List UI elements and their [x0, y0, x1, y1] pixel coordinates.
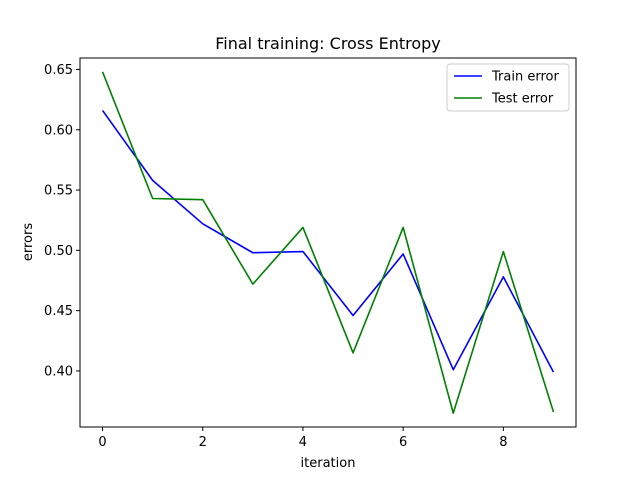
x-tick-label: 6 — [399, 435, 407, 450]
legend-label-0: Train error — [491, 70, 559, 85]
y-tick-label: 0.50 — [44, 244, 73, 259]
x-tick-label: 0 — [98, 435, 106, 450]
series-layer — [101, 71, 555, 414]
y-tick-label: 0.65 — [44, 63, 73, 78]
x-tick-label: 2 — [199, 435, 207, 450]
x-tick-label: 8 — [499, 435, 507, 450]
series-line-1 — [101, 71, 555, 414]
x-axis-label: iteration — [301, 456, 356, 471]
legend: Train error Test error — [446, 63, 570, 112]
y-tick-label: 0.55 — [44, 184, 73, 199]
ticks-layer: 0 2 4 6 8 0.40 0.45 0.50 0.55 0.60 0.65 — [44, 63, 507, 450]
legend-label-1: Test error — [491, 92, 554, 107]
y-axis-label: errors — [21, 223, 36, 261]
x-tick-label: 4 — [299, 435, 307, 450]
y-tick-label: 0.60 — [44, 123, 73, 138]
y-tick-label: 0.40 — [44, 364, 73, 379]
y-tick-label: 0.45 — [44, 304, 73, 319]
chart-title: Final training: Cross Entropy — [215, 34, 441, 53]
series-line-0 — [101, 109, 555, 373]
plot-area-frame — [79, 57, 577, 428]
